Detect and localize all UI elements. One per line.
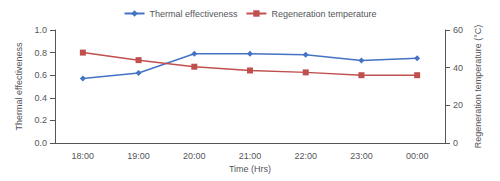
svg-text:60: 60 [453,25,463,35]
svg-text:0.4: 0.4 [34,93,47,103]
svg-text:Thermal effectiveness: Thermal effectiveness [14,42,24,130]
svg-text:0.6: 0.6 [34,70,47,80]
svg-text:00:00: 00:00 [406,151,429,161]
svg-text:19:00: 19:00 [127,151,150,161]
svg-text:0: 0 [453,138,458,148]
svg-text:0.2: 0.2 [34,115,47,125]
svg-text:Regeneration temperature: Regeneration temperature [271,9,376,19]
svg-text:20: 20 [453,100,463,110]
svg-text:21:00: 21:00 [239,151,262,161]
svg-text:40: 40 [453,63,463,73]
svg-text:20:00: 20:00 [183,151,206,161]
svg-text:Time (Hrs): Time (Hrs) [229,164,271,174]
svg-text:0.0: 0.0 [34,138,47,148]
svg-text:18:00: 18:00 [72,151,95,161]
svg-text:Regeneration temperature (°C): Regeneration temperature (°C) [473,25,483,149]
svg-text:23:00: 23:00 [350,151,373,161]
svg-text:1.0: 1.0 [34,25,47,35]
svg-text:0.8: 0.8 [34,48,47,58]
svg-text:Thermal effectiveness: Thermal effectiveness [150,9,238,19]
svg-text:22:00: 22:00 [294,151,317,161]
